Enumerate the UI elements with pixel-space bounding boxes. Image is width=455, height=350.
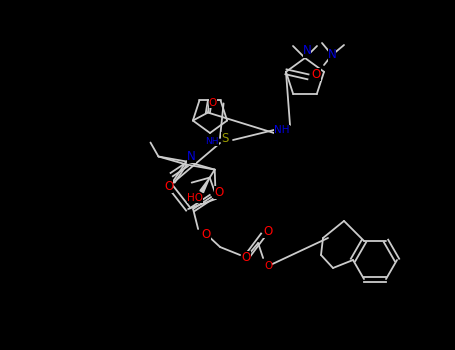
Text: O: O bbox=[263, 225, 273, 238]
Text: O: O bbox=[209, 98, 217, 107]
Polygon shape bbox=[200, 177, 210, 192]
Text: N: N bbox=[187, 150, 196, 163]
Text: O: O bbox=[202, 228, 211, 240]
Text: N: N bbox=[303, 44, 311, 57]
Text: O: O bbox=[164, 180, 173, 193]
Text: S: S bbox=[221, 132, 229, 145]
Text: HO: HO bbox=[187, 193, 202, 203]
Text: O: O bbox=[311, 68, 321, 81]
Text: O: O bbox=[214, 186, 224, 198]
Text: N: N bbox=[328, 49, 336, 62]
Text: NH: NH bbox=[205, 136, 219, 146]
Text: O: O bbox=[264, 261, 272, 271]
Text: O: O bbox=[242, 251, 251, 264]
Text: NH: NH bbox=[274, 125, 290, 135]
